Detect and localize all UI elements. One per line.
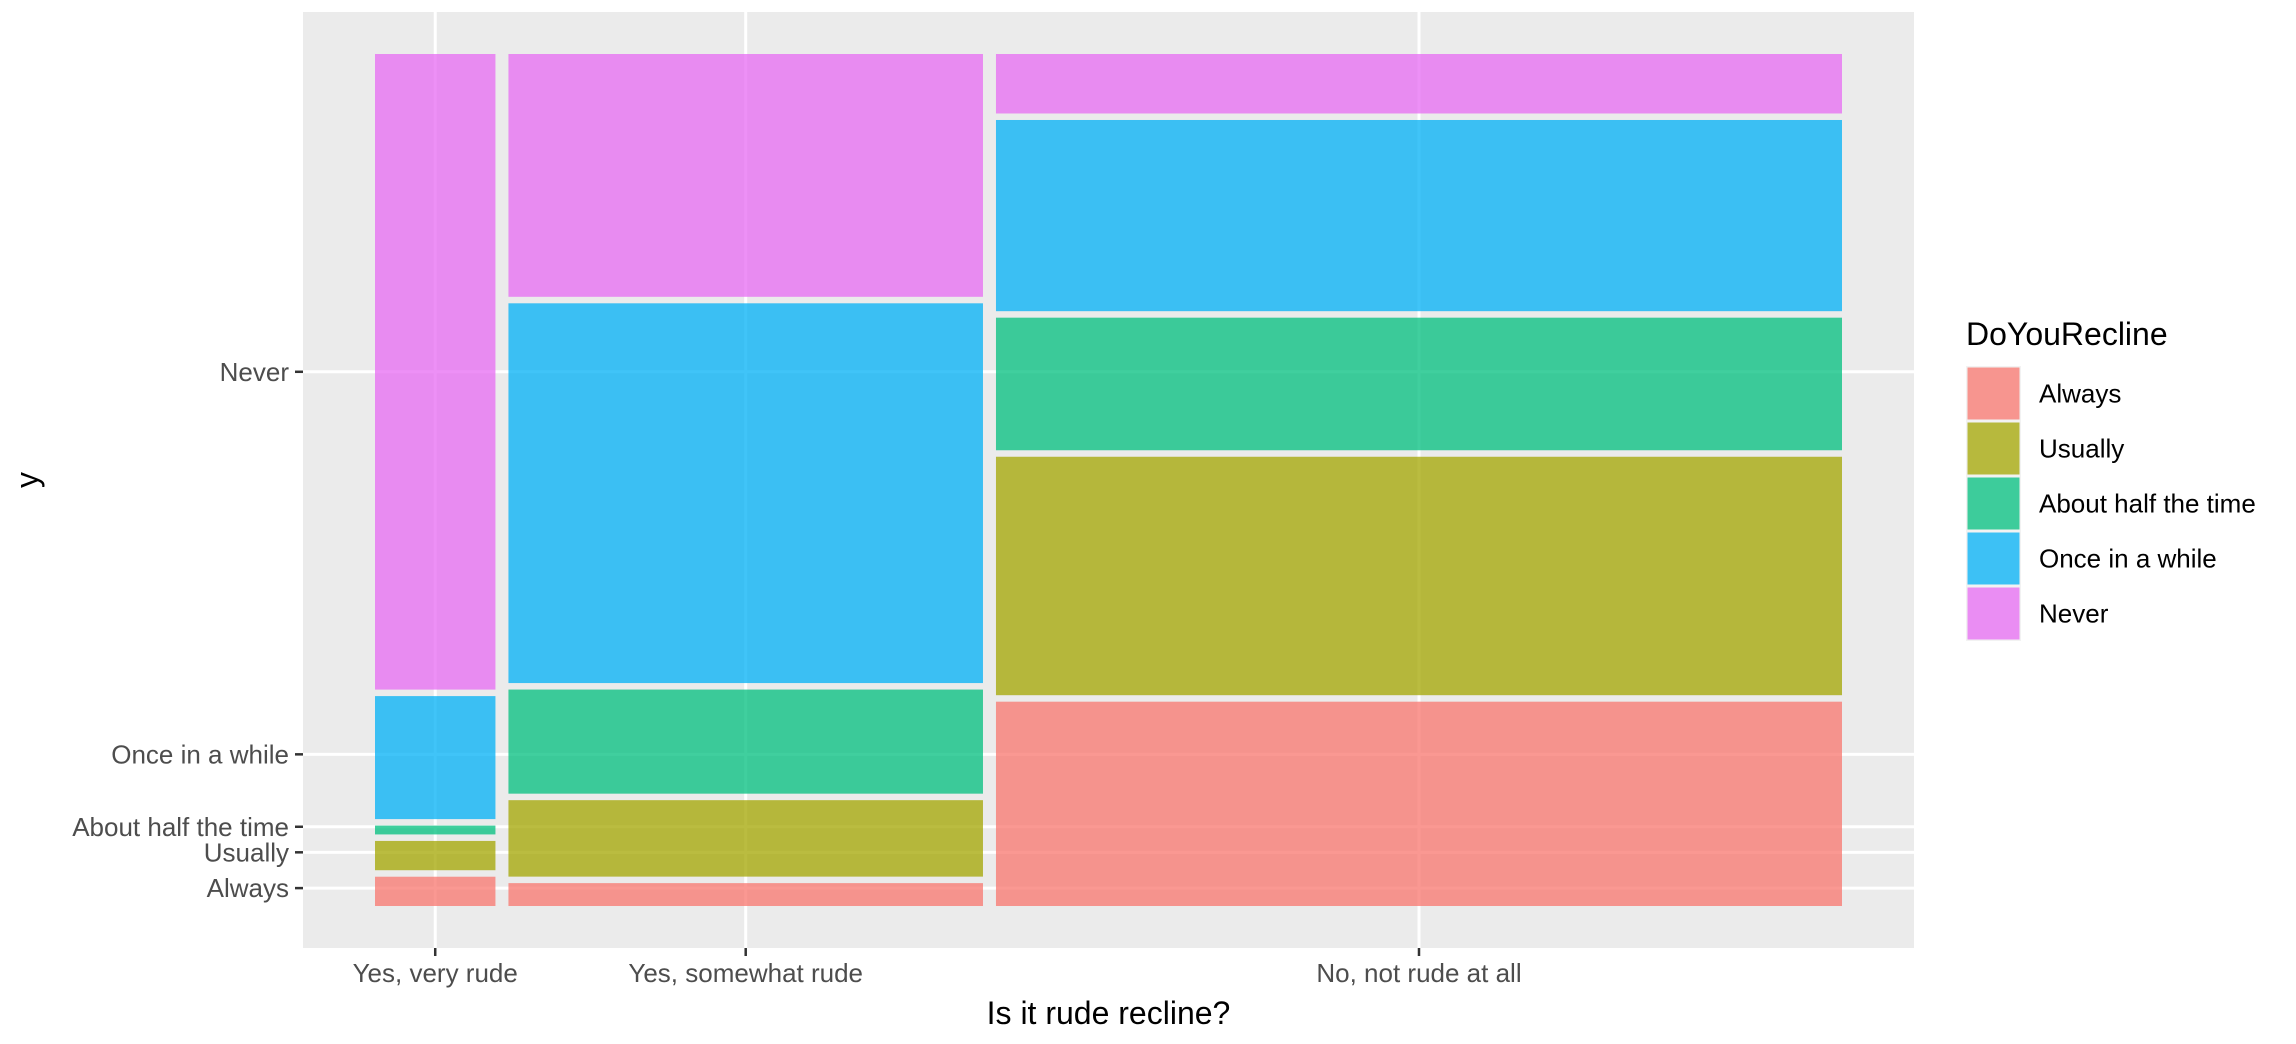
tile-2-never	[995, 54, 1842, 114]
y-axis-title: y	[9, 472, 45, 488]
x-axis-ticks: Yes, very rude Yes, somewhat rude No, not …	[353, 948, 1522, 988]
legend-key-always	[1967, 367, 2020, 420]
y-tick-label-3: Once in a while	[111, 739, 289, 769]
x-tick-label-0: Yes, very rude	[353, 958, 518, 988]
y-tick-label-0: Always	[207, 873, 289, 903]
tile-1-about-half-the-time	[508, 689, 983, 794]
tile-0-about-half-the-time	[375, 825, 496, 835]
y-tick-label-2: About half the time	[72, 812, 289, 842]
legend-key-once-in-a-while	[1967, 532, 2020, 585]
tile-1-usually	[508, 800, 983, 877]
legend-label-2: About half the time	[2039, 489, 2256, 519]
legend-label-4: Never	[2039, 599, 2109, 629]
tile-2-once-in-a-while	[995, 119, 1842, 312]
x-tick-label-2: No, not rude at all	[1316, 958, 1521, 988]
tile-1-always	[508, 883, 983, 906]
legend-key-usually	[1967, 422, 2020, 475]
mosaic-tiles	[375, 54, 1842, 906]
tile-0-usually	[375, 840, 496, 871]
tile-2-about-half-the-time	[995, 317, 1842, 451]
legend-key-about-half-the-time	[1967, 477, 2020, 530]
legend-title: DoYouRecline	[1966, 316, 2168, 352]
tile-1-never	[508, 54, 983, 297]
legend-label-0: Always	[2039, 379, 2121, 409]
y-tick-label-1: Usually	[204, 837, 289, 867]
legend-label-3: Once in a while	[2039, 544, 2217, 574]
x-tick-label-1: Yes, somewhat rude	[628, 958, 863, 988]
tile-2-always	[995, 701, 1842, 906]
legend-key-never	[1967, 587, 2020, 640]
legend-label-1: Usually	[2039, 434, 2124, 464]
y-tick-label-4: Never	[220, 357, 290, 387]
tile-1-once-in-a-while	[508, 303, 983, 684]
tile-0-once-in-a-while	[375, 696, 496, 820]
legend: DoYouRecline Always Usually About half the…	[1966, 316, 2256, 641]
tile-2-usually	[995, 456, 1842, 696]
tile-0-never	[375, 54, 496, 690]
x-axis-title: Is it rude recline?	[987, 995, 1231, 1031]
tile-0-always	[375, 876, 496, 906]
